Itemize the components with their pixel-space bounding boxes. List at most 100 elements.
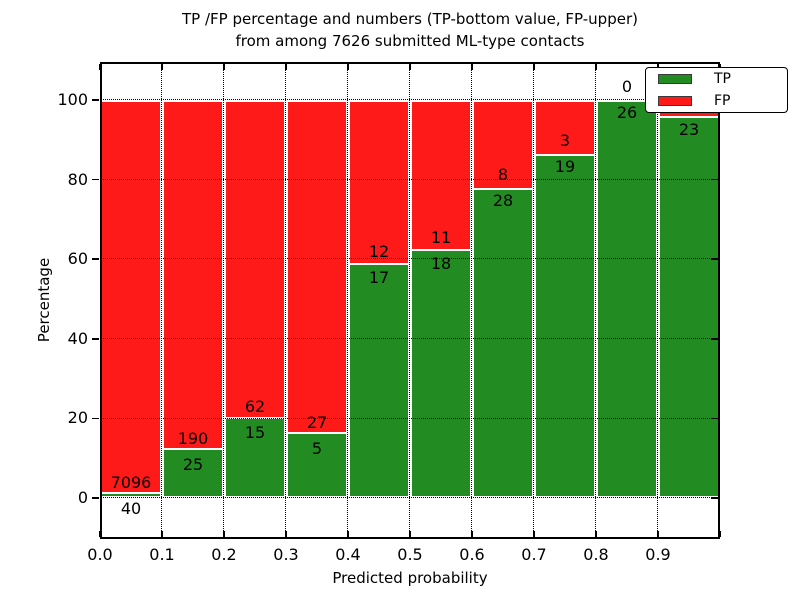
x-tick-label: 0.5 bbox=[397, 545, 423, 564]
gridline-horizontal bbox=[100, 258, 720, 260]
tp-count-label: 15 bbox=[244, 423, 266, 443]
y-tick-mark-right bbox=[711, 338, 718, 340]
x-tick-mark-top bbox=[285, 64, 287, 70]
chart-title-line1: TP /FP percentage and numbers (TP-bottom… bbox=[182, 10, 638, 28]
gridline-horizontal bbox=[100, 338, 720, 340]
x-tick-mark-bottom bbox=[347, 531, 349, 537]
x-tick-label: 0.6 bbox=[459, 545, 485, 564]
bar-segment-tp bbox=[164, 450, 222, 496]
x-tick-mark-bottom bbox=[161, 531, 163, 537]
fp-count-label: 62 bbox=[244, 397, 266, 417]
bar-segment-divider bbox=[536, 154, 594, 156]
bar-segment-divider bbox=[288, 432, 346, 434]
y-tick-label: 40 bbox=[67, 328, 88, 348]
chart-title-line2: from among 7626 submitted ML-type contac… bbox=[235, 32, 585, 50]
gridline-horizontal bbox=[100, 178, 720, 180]
gridline-vertical bbox=[347, 62, 349, 539]
chart-title: TP /FP percentage and numbers (TP-bottom… bbox=[100, 8, 720, 52]
gridline-vertical bbox=[161, 62, 163, 539]
stacked-bar bbox=[472, 100, 534, 498]
bar-segment-divider bbox=[474, 188, 532, 190]
bar-segment-divider bbox=[164, 448, 222, 450]
x-tick-mark-top bbox=[161, 64, 163, 70]
y-tick-mark-left bbox=[92, 258, 99, 260]
stacked-bar bbox=[658, 100, 720, 498]
gridline-vertical bbox=[471, 62, 473, 539]
bar-segment-divider bbox=[102, 492, 160, 494]
y-tick-label: 20 bbox=[67, 408, 88, 428]
tp-color-swatch bbox=[658, 74, 692, 85]
y-tick-label: 100 bbox=[57, 90, 88, 109]
bar-segment-tp bbox=[102, 494, 160, 496]
x-tick-mark-bottom bbox=[409, 531, 411, 537]
x-tick-label: 0.1 bbox=[149, 545, 175, 564]
y-tick-mark-left bbox=[92, 99, 99, 101]
stacked-bar bbox=[286, 100, 348, 498]
x-tick-mark-top bbox=[347, 64, 349, 70]
tp-count-label: 25 bbox=[182, 454, 204, 474]
bar-segment-tp bbox=[350, 265, 408, 496]
stacked-bar bbox=[100, 100, 162, 498]
gridline-vertical bbox=[595, 62, 597, 539]
stacked-bar bbox=[348, 100, 410, 498]
plot-area: 70964019025621527512171118828319026123 bbox=[92, 62, 721, 539]
fp-count-label: 0 bbox=[621, 77, 633, 96]
y-tick-label: 60 bbox=[67, 249, 88, 269]
legend-label-fp: FP bbox=[714, 92, 731, 109]
x-tick-mark-top bbox=[223, 64, 225, 70]
gridline-horizontal bbox=[100, 497, 720, 499]
x-tick-mark-bottom bbox=[533, 531, 535, 537]
fp-count-label: 3 bbox=[559, 131, 571, 151]
gridline-vertical bbox=[533, 62, 535, 539]
bar-segment-tp bbox=[660, 118, 718, 496]
x-tick-mark-top bbox=[533, 64, 535, 70]
gridline-horizontal bbox=[100, 99, 720, 101]
y-tick-mark-left bbox=[92, 178, 99, 181]
fp-count-label: 7096 bbox=[110, 472, 152, 492]
y-tick-label: 0 bbox=[77, 488, 88, 507]
y-tick-mark-right bbox=[711, 417, 718, 420]
fp-color-swatch bbox=[658, 95, 692, 106]
tp-count-label: 26 bbox=[616, 103, 638, 122]
x-tick-mark-bottom bbox=[471, 531, 473, 537]
legend-item-tp: TP bbox=[646, 69, 787, 89]
y-tick-mark-right bbox=[711, 258, 718, 260]
x-tick-mark-top bbox=[409, 64, 411, 70]
gridline-horizontal bbox=[100, 417, 720, 419]
x-tick-label: 0.4 bbox=[335, 545, 361, 564]
x-tick-mark-bottom bbox=[285, 531, 287, 537]
bar-segment-tp bbox=[598, 102, 656, 496]
stacked-bar bbox=[596, 100, 658, 498]
x-tick-label: 0.7 bbox=[521, 545, 547, 564]
bar-segment-tp bbox=[288, 434, 346, 496]
x-tick-mark-bottom bbox=[657, 531, 659, 537]
tp-count-label: 40 bbox=[120, 498, 142, 518]
x-tick-mark-bottom bbox=[595, 531, 597, 537]
tp-count-label: 28 bbox=[492, 191, 514, 211]
tp-count-label: 5 bbox=[311, 438, 323, 458]
x-tick-label: 0.9 bbox=[645, 545, 671, 564]
stacked-bar bbox=[410, 100, 472, 498]
bar-segment-tp bbox=[226, 419, 284, 496]
x-tick-mark-bottom bbox=[719, 531, 721, 537]
y-tick-mark-left bbox=[92, 417, 99, 420]
x-tick-label: 0.3 bbox=[273, 545, 299, 564]
tp-count-label: 18 bbox=[430, 253, 452, 273]
y-tick-mark-left bbox=[92, 338, 99, 340]
bar-segment-divider bbox=[660, 116, 718, 118]
gridline-vertical bbox=[285, 62, 287, 539]
x-tick-mark-top bbox=[99, 64, 101, 70]
stacked-bar bbox=[534, 100, 596, 498]
bar-segment-divider bbox=[350, 263, 408, 265]
fp-count-label: 190 bbox=[177, 428, 209, 448]
tp-count-label: 23 bbox=[678, 119, 700, 139]
y-tick-label: 80 bbox=[67, 169, 88, 189]
x-tick-label: 0.2 bbox=[211, 545, 237, 564]
bar-segment-tp bbox=[474, 190, 532, 496]
gridline-vertical bbox=[657, 62, 659, 539]
tp-count-label: 19 bbox=[554, 157, 576, 177]
x-tick-mark-bottom bbox=[99, 531, 101, 537]
x-tick-mark-top bbox=[595, 64, 597, 70]
legend-label-tp: TP bbox=[714, 71, 731, 88]
